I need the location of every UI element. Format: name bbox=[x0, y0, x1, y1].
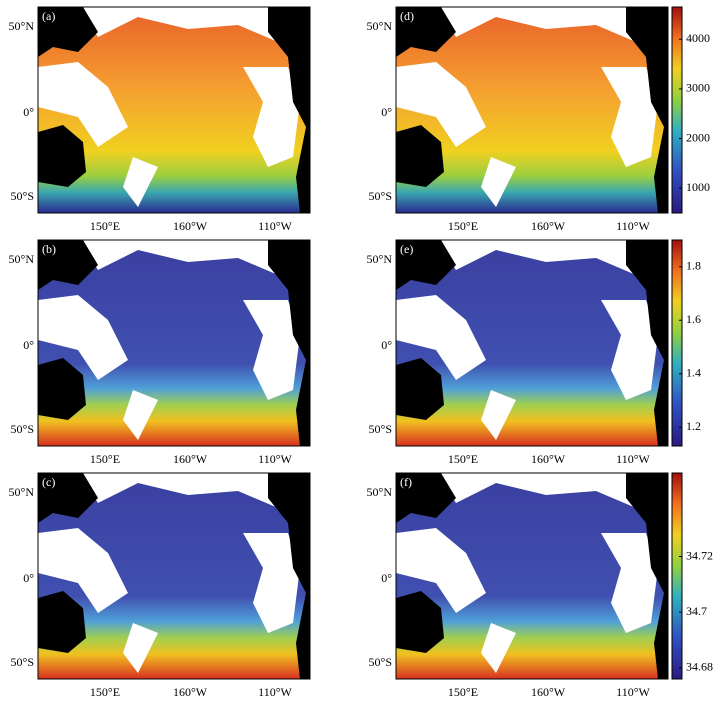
lat-label: 50°N bbox=[367, 252, 393, 266]
lat-label: 50°S bbox=[369, 422, 392, 436]
lon-label: 150°E bbox=[90, 685, 120, 699]
lat-label: 0° bbox=[23, 105, 34, 119]
panel-frame bbox=[37, 239, 311, 447]
panel-frame bbox=[37, 472, 311, 680]
panel-label: (b) bbox=[42, 242, 56, 256]
panel-label: (d) bbox=[400, 9, 414, 23]
map-panel: (e) 50°N 0° 50°S 150°E 160°W 110°W bbox=[367, 239, 669, 466]
lon-label: 160°W bbox=[531, 452, 566, 466]
lon-label: 110°W bbox=[258, 685, 292, 699]
colorbar bbox=[671, 239, 683, 447]
lat-label: 50°S bbox=[369, 655, 392, 669]
lat-label: 50°N bbox=[367, 485, 393, 499]
lon-label: 110°W bbox=[616, 452, 650, 466]
lon-label: 110°W bbox=[258, 452, 292, 466]
lat-label: 50°S bbox=[11, 189, 34, 203]
panel-label: (f) bbox=[400, 475, 412, 489]
lon-label: 110°W bbox=[616, 685, 650, 699]
colorbar bbox=[671, 6, 683, 214]
colorbar-tick-label: 34.7 bbox=[686, 604, 707, 618]
lat-label: 50°S bbox=[11, 655, 34, 669]
lat-label: 50°S bbox=[369, 189, 392, 203]
lon-label: 110°W bbox=[258, 219, 292, 233]
lat-label: 50°N bbox=[9, 19, 35, 33]
lon-label: 160°W bbox=[531, 219, 566, 233]
lon-label: 160°W bbox=[173, 452, 208, 466]
colorbar-tick-label: 1.2 bbox=[686, 419, 701, 433]
lon-label: 150°E bbox=[448, 452, 478, 466]
panel-label: (a) bbox=[42, 9, 55, 23]
lon-label: 110°W bbox=[616, 219, 650, 233]
lat-label: 50°N bbox=[9, 485, 35, 499]
panel-frame bbox=[37, 6, 311, 214]
colorbar-tick-label: 2000 bbox=[686, 130, 710, 144]
lon-label: 150°E bbox=[448, 219, 478, 233]
lat-label: 0° bbox=[23, 571, 34, 585]
panel-label: (c) bbox=[42, 475, 55, 489]
panel-frame bbox=[395, 472, 669, 680]
map-panel: (b) 50°N 0° 50°S 150°E 160°W 110°W bbox=[9, 239, 311, 466]
lon-label: 150°E bbox=[448, 685, 478, 699]
map-panel: (a) 50°N 0° 50°S 150°E 160°W 110°W bbox=[9, 6, 311, 233]
lon-label: 160°W bbox=[173, 685, 208, 699]
colorbar-tick-label: 4000 bbox=[686, 31, 710, 45]
lat-label: 0° bbox=[381, 105, 392, 119]
colorbar-tick-label: 1.8 bbox=[686, 259, 701, 273]
colorbar-tick-label: 34.68 bbox=[686, 660, 713, 674]
colorbar bbox=[671, 472, 683, 680]
panel-frame bbox=[395, 239, 669, 447]
lon-label: 150°E bbox=[90, 452, 120, 466]
map-panel: (c) 50°N 0° 50°S 150°E 160°W 110°W bbox=[9, 472, 311, 699]
panel-label: (e) bbox=[400, 242, 413, 256]
map-panel: (d) 50°N 0° 50°S 150°E 160°W 110°W bbox=[367, 6, 669, 233]
lat-label: 0° bbox=[23, 338, 34, 352]
map-panel: (f) 50°N 0° 50°S 150°E 160°W 110°W bbox=[367, 472, 669, 699]
lon-label: 160°W bbox=[531, 685, 566, 699]
lon-label: 160°W bbox=[173, 219, 208, 233]
colorbar-tick-label: 34.72 bbox=[686, 548, 713, 562]
colorbar-tick-label: 1000 bbox=[686, 180, 710, 194]
lon-label: 150°E bbox=[90, 219, 120, 233]
lat-label: 0° bbox=[381, 338, 392, 352]
colorbar-tick-label: 1.4 bbox=[686, 366, 701, 380]
panel-frame bbox=[395, 6, 669, 214]
lat-label: 50°N bbox=[367, 19, 393, 33]
lat-label: 50°S bbox=[11, 422, 34, 436]
colorbar-tick-label: 3000 bbox=[686, 81, 710, 95]
lat-label: 0° bbox=[381, 571, 392, 585]
lat-label: 50°N bbox=[9, 252, 35, 266]
colorbar-tick-label: 1.6 bbox=[686, 312, 701, 326]
